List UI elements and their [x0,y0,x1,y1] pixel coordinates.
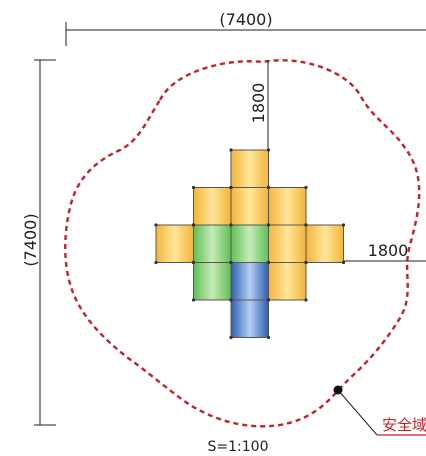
post-marker [266,260,271,265]
post-marker [154,223,158,227]
post-marker [304,298,308,302]
post-marker [266,298,271,302]
play-block-blue [230,262,269,301]
post-marker [266,185,271,190]
callout-label: 安全域 [382,416,426,434]
play-block-green [230,224,269,263]
post-marker [266,223,271,227]
post-marker [229,335,233,340]
post-marker [304,260,308,265]
play-block-yellow [268,262,307,301]
top-clearance-dimension: 1800 [249,60,269,150]
right-clearance-dimension: 1800 [343,241,426,262]
overall-height-dimension: (7400) [21,59,56,426]
post-marker [191,260,196,265]
post-marker [191,185,196,190]
overall-height-label: (7400) [21,213,40,266]
play-block-yellow [193,187,232,226]
play-block-yellow [268,187,307,226]
play-block-blue [230,299,269,338]
play-block-green [193,262,232,301]
overall-width-label: (7400) [219,10,272,29]
post-marker [191,298,196,302]
post-marker [229,298,233,302]
right-clearance-label: 1800 [368,241,409,260]
post-marker [304,223,308,227]
play-block-green [193,224,232,263]
play-block-yellow [230,149,269,188]
post-marker [266,335,271,340]
post-marker [304,185,308,190]
play-block-yellow [268,224,307,263]
post-marker [229,260,233,265]
overall-width-dimension: (7400) [65,10,426,46]
post-marker [229,185,233,190]
post-marker [341,260,346,265]
play-block-yellow [230,187,269,226]
post-marker [266,148,271,152]
safety-zone-callout: 安全域 [333,385,426,436]
post-marker [229,223,233,227]
post-marker [154,260,158,265]
top-clearance-label: 1800 [249,83,268,124]
play-structure [154,148,346,340]
post-marker [341,223,346,227]
play-block-yellow [155,224,194,263]
play-block-yellow [305,224,344,263]
post-marker [191,223,196,227]
post-marker [229,148,233,152]
scale-label: S=1:100 [208,439,269,455]
